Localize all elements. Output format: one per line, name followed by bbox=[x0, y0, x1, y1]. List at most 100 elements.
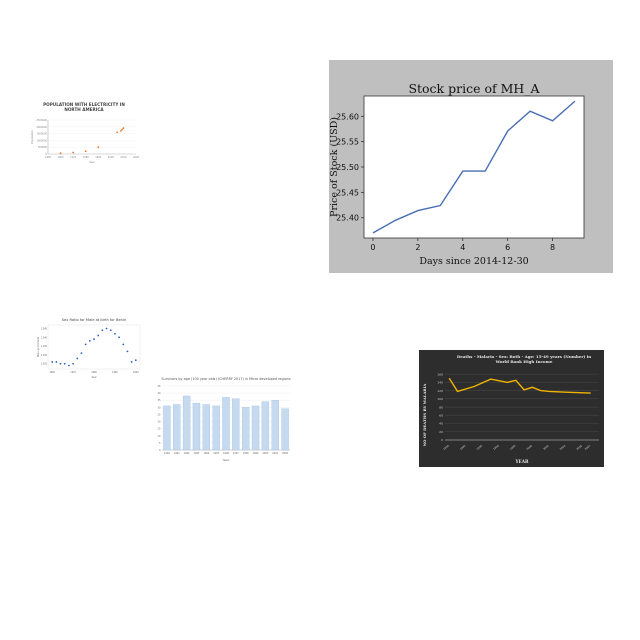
x-tick-label: 1991 bbox=[174, 452, 180, 455]
data-point bbox=[88, 339, 91, 342]
x-tick-label: 2 bbox=[415, 243, 420, 252]
data-point bbox=[72, 151, 75, 154]
chart-sex-ratio-svg: Sex Ratio for Male at birth for Benin 1.0… bbox=[36, 318, 141, 379]
plot-area bbox=[363, 95, 585, 239]
x-tick-label: 1997 bbox=[233, 452, 239, 455]
bar bbox=[202, 404, 211, 451]
chart-title-line-2: NORTH AMERICA bbox=[64, 107, 104, 112]
y-tick-label: 1.040 bbox=[41, 336, 48, 339]
data-point bbox=[72, 362, 74, 365]
y-tick-label: 40 bbox=[439, 422, 443, 426]
chart-title: Survivors by age (100 year olds) (CHERRY… bbox=[161, 377, 290, 381]
data-point bbox=[134, 359, 137, 362]
x-tick-label: 1998 bbox=[509, 443, 517, 451]
y-tick-label: 25.55 bbox=[336, 138, 359, 147]
x-tick-label: 1994 bbox=[203, 452, 209, 455]
y-tick-label: 500000 bbox=[38, 146, 48, 149]
x-tick-label: 1970 bbox=[70, 156, 77, 159]
y-tick-label: 25.50 bbox=[336, 163, 359, 172]
y-tick-label: 25.45 bbox=[336, 188, 359, 197]
x-tick-label: 1970 bbox=[70, 371, 76, 374]
x-tick-label: 2006 bbox=[575, 443, 583, 451]
x-tick-label: 2000 bbox=[108, 156, 115, 159]
chart-sex-ratio: Sex Ratio for Male at birth for Benin 1.0… bbox=[36, 315, 146, 381]
x-tick-label: 1960 bbox=[58, 156, 65, 159]
bar bbox=[251, 405, 260, 451]
data-point bbox=[55, 361, 58, 363]
y-tick-label: 35 bbox=[157, 399, 161, 402]
data-point bbox=[97, 334, 100, 337]
x-tick-label: 2020 bbox=[133, 156, 140, 159]
y-tick-label: 25.40 bbox=[336, 214, 359, 223]
y-tick-label: 30 bbox=[157, 406, 161, 409]
x-tick-label: 1995 bbox=[213, 452, 219, 455]
bar bbox=[192, 402, 201, 451]
x-tick-label: 1996 bbox=[223, 452, 229, 455]
x-tick-label: 1992 bbox=[184, 452, 190, 455]
y-tick-label: 45 bbox=[157, 385, 161, 388]
data-point bbox=[93, 338, 95, 340]
x-tick-label: 2000 bbox=[525, 443, 533, 451]
x-tick-label: 1990 bbox=[112, 371, 118, 374]
series-line bbox=[372, 100, 576, 234]
y-tick-label: 20 bbox=[439, 430, 443, 434]
data-point bbox=[76, 357, 79, 360]
chart-survivors-bar-svg: Survivors by age (100 year olds) (CHERRY… bbox=[157, 377, 290, 462]
y-tick-label: 2000000 bbox=[36, 126, 47, 129]
y-tick-label: 60 bbox=[439, 413, 443, 417]
data-point bbox=[59, 152, 62, 155]
x-tick-label: 2000 bbox=[262, 452, 268, 455]
y-axis-label: Male per female bbox=[36, 336, 40, 357]
chart-title-line-1: Deaths - Malaria - Sex: Both - Age: 15-4… bbox=[457, 354, 591, 359]
x-axis-label: YEAR bbox=[515, 459, 529, 464]
y-tick-label: 15 bbox=[157, 428, 161, 431]
bar bbox=[241, 407, 250, 451]
x-tick-label: 2007 bbox=[584, 443, 592, 451]
y-axis-label: NO OF DEATHS BY MALARIA bbox=[422, 384, 427, 447]
x-tick-label: 1980 bbox=[91, 371, 97, 374]
data-point bbox=[97, 146, 100, 149]
x-tick-label: 4 bbox=[460, 243, 465, 252]
chart-title-line-2: World Bank High Income bbox=[495, 359, 553, 364]
x-tick-label: 6 bbox=[505, 243, 510, 252]
x-tick-label: 1990 bbox=[95, 156, 102, 159]
x-tick-label: 2004 bbox=[559, 443, 567, 451]
chart-malaria-deaths-svg: Deaths - Malaria - Sex: Both - Age: 15-4… bbox=[422, 354, 599, 464]
y-tick-label: 100 bbox=[437, 397, 443, 401]
y-tick-label: 1.045 bbox=[41, 328, 48, 331]
bar bbox=[182, 395, 191, 451]
y-tick-label: 140 bbox=[437, 381, 443, 385]
y-tick-label: 5 bbox=[159, 442, 161, 445]
y-tick-label: 80 bbox=[439, 405, 443, 409]
data-point bbox=[120, 129, 122, 132]
x-axis-label: Days since 2014-12-30 bbox=[419, 256, 528, 267]
x-tick-label: 8 bbox=[550, 243, 555, 252]
data-point bbox=[101, 329, 104, 332]
x-tick-label: 1990 bbox=[442, 443, 450, 451]
data-point bbox=[118, 336, 120, 339]
chart-malaria-deaths: Deaths - Malaria - Sex: Both - Age: 15-4… bbox=[419, 350, 604, 467]
chart-electricity-population: POPULATION WITH ELECTRICITY IN NORTH AMER… bbox=[28, 98, 140, 168]
bar bbox=[212, 405, 220, 451]
data-point bbox=[68, 364, 70, 367]
x-tick-label: 1980 bbox=[83, 156, 90, 159]
x-tick-label: 1996 bbox=[492, 443, 500, 451]
data-point bbox=[126, 350, 129, 353]
y-tick-label: 1500000 bbox=[36, 133, 47, 136]
x-tick-label: 1994 bbox=[475, 443, 483, 451]
data-point bbox=[84, 343, 87, 346]
x-tick-label: 2002 bbox=[282, 452, 288, 455]
y-tick-label: 40 bbox=[157, 392, 161, 395]
bar bbox=[222, 397, 230, 451]
data-point bbox=[84, 150, 87, 153]
data-point bbox=[122, 343, 125, 346]
x-tick-label: 0 bbox=[370, 243, 375, 252]
x-tick-label: 1990 bbox=[164, 452, 170, 455]
bar bbox=[232, 398, 240, 451]
y-tick-label: 25.60 bbox=[336, 112, 359, 121]
data-point bbox=[121, 128, 124, 131]
x-tick-label: 2002 bbox=[542, 443, 550, 451]
bar bbox=[163, 405, 171, 451]
x-axis-label: Year bbox=[89, 160, 95, 164]
